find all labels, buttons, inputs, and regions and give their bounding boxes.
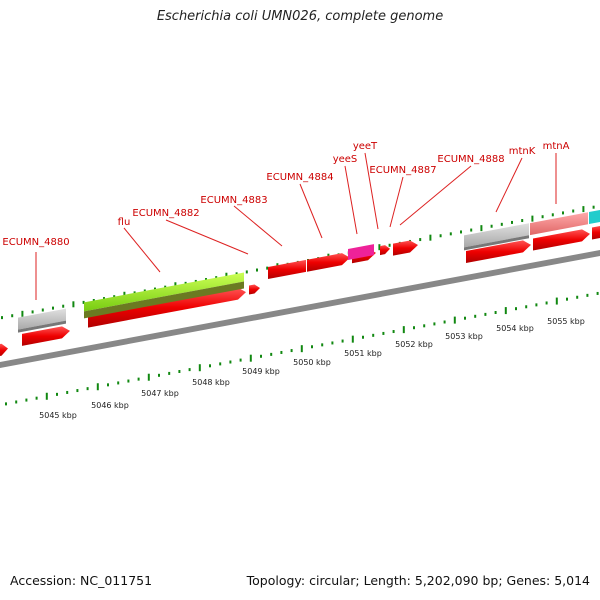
genome-summary: Topology: circular; Length: 5,202,090 bp… (246, 573, 590, 588)
kbp-axis-label: 5048 kbp (192, 378, 230, 387)
label-leader-line (165, 219, 249, 255)
cds-arrow[interactable] (249, 284, 260, 295)
cds-arrow[interactable] (393, 240, 418, 256)
accession-label: Accession: NC_011751 (10, 573, 153, 588)
label-leader-line (123, 227, 161, 273)
label-leader-line (299, 183, 323, 239)
rna-feature[interactable] (18, 308, 66, 330)
gene-label[interactable]: ECUMN_4888 (437, 154, 504, 165)
flu-feature[interactable] (84, 272, 244, 312)
kbp-axis-label: 5045 kbp (39, 411, 77, 420)
gene-label[interactable]: ECUMN_4882 (132, 208, 199, 219)
label-leader-line (399, 165, 472, 226)
label-leader-line (364, 152, 379, 230)
gene-label[interactable]: ECUMN_4887 (369, 165, 436, 176)
cds-arrow[interactable] (0, 343, 8, 357)
flu-feature-olive[interactable] (84, 281, 244, 319)
kbp-axis-label: 5051 kbp (344, 349, 382, 358)
cds-arrow[interactable] (268, 259, 306, 279)
gene-label[interactable]: ECUMN_4884 (266, 172, 333, 183)
rna-underline[interactable] (18, 320, 66, 333)
gene-label[interactable]: flu (118, 217, 131, 228)
label-leaders (35, 152, 557, 300)
cds-arrow[interactable] (22, 326, 70, 346)
lower-tick-row (5, 291, 599, 406)
cds-arrow[interactable] (533, 229, 590, 251)
label-leader-line (233, 205, 283, 247)
label-leader-line (344, 165, 358, 235)
kbp-axis-label: 5055 kbp (547, 317, 585, 326)
gene-label[interactable]: mtnA (543, 141, 570, 152)
kbp-labels: 5045 kbp 5046 kbp 5047 kbp 5048 kbp 5049 kbp… (39, 317, 585, 420)
genome-backbone (0, 250, 600, 368)
kbp-axis-label: 5054 kbp (496, 324, 534, 333)
gene-label[interactable]: ECUMN_4883 (200, 195, 267, 206)
cds-arrow[interactable] (466, 240, 531, 264)
kbp-axis-label: 5046 kbp (91, 401, 129, 410)
rna-feature[interactable] (464, 223, 529, 248)
rna-underline[interactable] (464, 235, 529, 251)
gene-label[interactable]: ECUMN_4880 (2, 237, 69, 248)
gene-label[interactable]: yeeS (333, 154, 358, 165)
label-leader-line (389, 176, 404, 228)
kbp-axis-label: 5049 kbp (242, 367, 280, 376)
kbp-axis-label: 5047 kbp (141, 389, 179, 398)
mtnk-feature[interactable] (530, 212, 588, 236)
cds-arrow[interactable] (380, 245, 390, 256)
feature-track (0, 209, 600, 357)
cds-arrow[interactable] (592, 225, 600, 240)
label-leader-line (495, 157, 523, 213)
mtna-feature[interactable] (589, 209, 600, 225)
page-title: Escherichia coli UMN026, complete genome (156, 9, 444, 24)
gene-label[interactable]: mtnK (509, 146, 536, 157)
cds-arrow[interactable] (88, 287, 246, 328)
cds-arrow[interactable] (307, 253, 350, 272)
yees-feature[interactable] (348, 244, 374, 261)
gene-label[interactable]: yeeT (353, 141, 378, 152)
kbp-axis-label: 5050 kbp (293, 358, 331, 367)
kbp-axis-label: 5053 kbp (445, 332, 483, 341)
kbp-axis-label: 5052 kbp (395, 340, 433, 349)
